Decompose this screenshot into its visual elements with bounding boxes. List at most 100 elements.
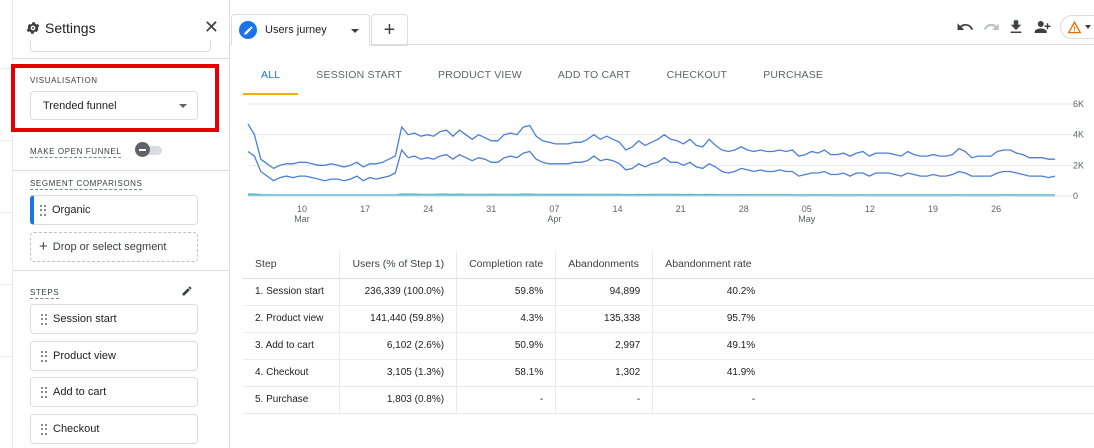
column-header: Users (% of Step 1) [339, 251, 458, 279]
open-funnel-toggle[interactable] [143, 146, 162, 155]
value-cell: 4.3% [456, 305, 557, 333]
y-tick-label: 4K [1073, 130, 1084, 140]
divider [13, 170, 230, 171]
visualisation-select[interactable]: Trended funnel [30, 91, 198, 120]
chevron-down-icon [179, 104, 187, 108]
table-row: 2. Product view 141,440 (59.8%) 4.3% 135,33… [243, 305, 1094, 333]
x-tick-label: 26 [991, 204, 1001, 214]
segment-comparisons-label: SEGMENT COMPARISONS [30, 179, 143, 190]
x-month-label: May [798, 214, 816, 224]
value-cell: 94,899 [555, 278, 654, 306]
redo-icon[interactable] [983, 18, 1001, 36]
column-header: Step [243, 251, 341, 279]
segment-chip-organic[interactable]: Organic [30, 195, 198, 225]
value-cell: 95.7% [652, 305, 1094, 333]
tab-label: Users jurney [265, 24, 327, 36]
value-cell: 50.9% [456, 332, 557, 360]
abandonment-rate-value: 95.7% [726, 313, 756, 324]
red-highlight-box [11, 64, 219, 132]
divider [13, 270, 230, 271]
value-cell: 1,302 [555, 359, 654, 387]
undo-icon[interactable] [956, 18, 974, 36]
y-tick-label: 6K [1073, 99, 1084, 109]
pencil-icon[interactable] [181, 285, 193, 297]
step-item[interactable]: Session start [30, 304, 198, 334]
warning-button[interactable] [1060, 15, 1094, 39]
gear-icon [26, 22, 40, 34]
series-line [247, 148, 1056, 182]
warning-icon [1067, 20, 1082, 34]
x-tick-label: 07 [549, 204, 559, 214]
x-tick-label: 05 [802, 204, 812, 214]
tab-product-view[interactable]: PRODUCT VIEW [437, 69, 522, 81]
value-cell: 2,997 [555, 332, 654, 360]
tab-session-start[interactable]: SESSION START [316, 69, 402, 81]
step-label: Add to cart [53, 386, 107, 398]
drag-handle-icon[interactable] [41, 350, 47, 362]
drag-handle-icon[interactable] [41, 386, 47, 398]
x-month-label: Apr [547, 214, 561, 224]
tab-purchase[interactable]: PURCHASE [763, 69, 824, 81]
plus-icon: + [39, 238, 48, 255]
table-row: 1. Session start 236,339 (100.0%) 59.8% 94,… [243, 278, 1094, 306]
x-tick-label: 24 [423, 204, 433, 214]
drag-handle-icon[interactable] [41, 313, 47, 325]
drop-segment-zone[interactable]: + Drop or select segment [30, 232, 198, 262]
steps-label: STEPS [30, 288, 60, 299]
settings-panel: Settings ✕ VISUALISATION Trended funnel … [11, 0, 230, 448]
tab-bar: Users jurney + [231, 0, 1094, 46]
segment-label: Organic [52, 204, 91, 216]
value-cell: 59.8% [456, 278, 557, 306]
value-cell: 141,440 (59.8%) [339, 305, 458, 333]
value-cell: 1,803 (0.8%) [339, 386, 458, 414]
abandonment-rate-value: 41.9% [726, 367, 756, 378]
previous-field-stub [30, 40, 211, 52]
x-tick-label: 28 [739, 204, 749, 214]
left-strip [0, 0, 13, 448]
table-header-row: Step Users (% of Step 1) Completion rate… [243, 251, 1094, 279]
toggle-knob[interactable] [135, 142, 150, 157]
step-name-cell: 2. Product view [243, 305, 341, 333]
download-icon[interactable] [1007, 18, 1025, 36]
value-cell: - [456, 386, 557, 414]
visualisation-label: VISUALISATION [30, 76, 98, 85]
step-item[interactable]: Add to cart [30, 377, 198, 407]
step-tabs: ALL SESSION START PRODUCT VIEW ADD TO CA… [243, 67, 841, 95]
series-line [247, 123, 1055, 170]
tab-users-jurney[interactable]: Users jurney [231, 14, 370, 46]
x-tick-label: 17 [360, 204, 370, 214]
tab-checkout[interactable]: CHECKOUT [666, 69, 728, 81]
value-cell: 3,105 (1.3%) [339, 359, 458, 387]
chevron-down-icon[interactable] [351, 29, 359, 33]
drag-handle-icon[interactable] [41, 423, 47, 435]
tab-all[interactable]: ALL [243, 67, 299, 95]
step-name-cell: 5. Purchase [243, 386, 341, 414]
table-row: 5. Purchase 1,803 (0.8%) - - - [243, 386, 1094, 414]
edit-icon [239, 21, 257, 39]
drag-handle-icon[interactable] [40, 204, 46, 216]
step-label: Session start [53, 313, 117, 325]
y-tick-label: 0 [1073, 191, 1078, 201]
x-tick-label: 19 [928, 204, 938, 214]
funnel-table: Step Users (% of Step 1) Completion rate… [243, 251, 1094, 414]
abandonment-rate-value: 40.2% [726, 286, 756, 297]
x-month-label: Mar [294, 214, 310, 224]
table-row: 3. Add to cart 6,102 (2.6%) 50.9% 2,997 49.1… [243, 332, 1094, 360]
column-header: Abandonments [555, 251, 654, 279]
value-cell: 40.2% [652, 278, 1094, 306]
value-cell: 41.9% [652, 359, 1094, 387]
value-cell: 6,102 (2.6%) [339, 332, 458, 360]
x-tick-label: 10 [297, 204, 307, 214]
add-tab-button[interactable]: + [371, 14, 408, 46]
drop-segment-label: Drop or select segment [52, 241, 167, 253]
tab-add-to-cart[interactable]: ADD TO CART [557, 69, 631, 81]
close-icon[interactable]: ✕ [203, 17, 219, 37]
step-item[interactable]: Checkout [30, 414, 198, 444]
share-users-icon[interactable] [1033, 18, 1053, 36]
table-row: 4. Checkout 3,105 (1.3%) 58.1% 1,302 41.9% [243, 359, 1094, 387]
step-item[interactable]: Product view [30, 341, 198, 371]
x-tick-label: 31 [486, 204, 496, 214]
x-tick-label: 14 [612, 204, 622, 214]
abandonment-rate-value: 49.1% [726, 340, 756, 351]
